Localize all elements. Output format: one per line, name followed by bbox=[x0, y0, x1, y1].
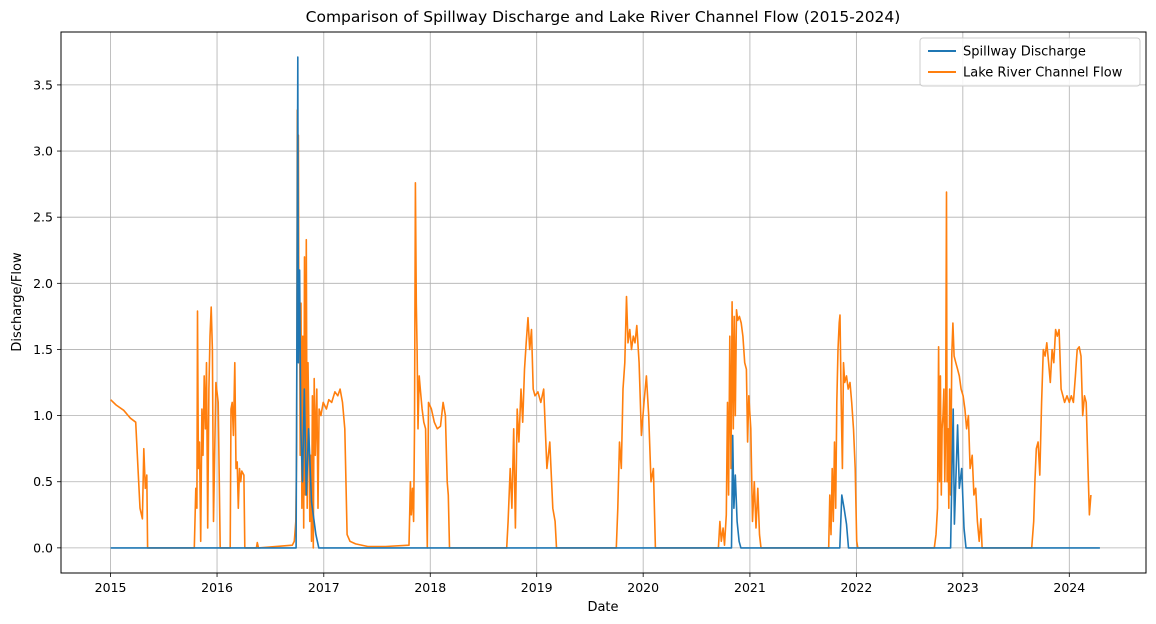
chart-title: Comparison of Spillway Discharge and Lak… bbox=[306, 8, 901, 26]
x-tick-label: 2024 bbox=[1053, 580, 1085, 595]
x-tick-label: 2022 bbox=[840, 580, 872, 595]
x-tick-label: 2020 bbox=[627, 580, 659, 595]
y-tick-label: 0.0 bbox=[33, 540, 53, 555]
y-tick-label: 1.0 bbox=[33, 408, 53, 423]
y-tick-label: 1.5 bbox=[33, 342, 53, 357]
x-tick-label: 2016 bbox=[201, 580, 233, 595]
x-tick-label: 2021 bbox=[734, 580, 766, 595]
y-tick-label: 3.0 bbox=[33, 144, 53, 159]
x-tick-label: 2018 bbox=[414, 580, 446, 595]
spillway-discharge-line bbox=[110, 56, 1100, 549]
legend-box bbox=[919, 37, 1141, 87]
y-axis-title: Discharge/Flow bbox=[10, 252, 25, 352]
x-tick-label: 2023 bbox=[947, 580, 979, 595]
y-tick-label: 2.5 bbox=[33, 210, 53, 225]
plot-area-frame bbox=[60, 31, 1147, 574]
x-tick-label: 2015 bbox=[95, 580, 127, 595]
x-tick-label: 2019 bbox=[521, 580, 553, 595]
x-axis-title: Date bbox=[587, 600, 618, 615]
y-tick-label: 3.5 bbox=[33, 77, 53, 92]
legend-label-lake-river-channel-flow: Lake River Channel Flow bbox=[963, 66, 1123, 81]
x-axis: 2015 2016 2017 2018 2019 2020 2021 2022 2023 2024 bbox=[95, 573, 1085, 595]
series-lines bbox=[110, 56, 1100, 549]
x-tick-label: 2017 bbox=[308, 580, 340, 595]
y-tick-label: 2.0 bbox=[33, 276, 53, 291]
legend: Spillway Discharge Lake River Channel Flo… bbox=[919, 37, 1141, 87]
legend-label-spillway-discharge: Spillway Discharge bbox=[963, 45, 1086, 60]
y-axis: 0.0 0.5 1.0 1.5 2.0 2.5 3.0 3.5 bbox=[33, 77, 61, 555]
y-tick-label: 0.5 bbox=[33, 474, 53, 489]
